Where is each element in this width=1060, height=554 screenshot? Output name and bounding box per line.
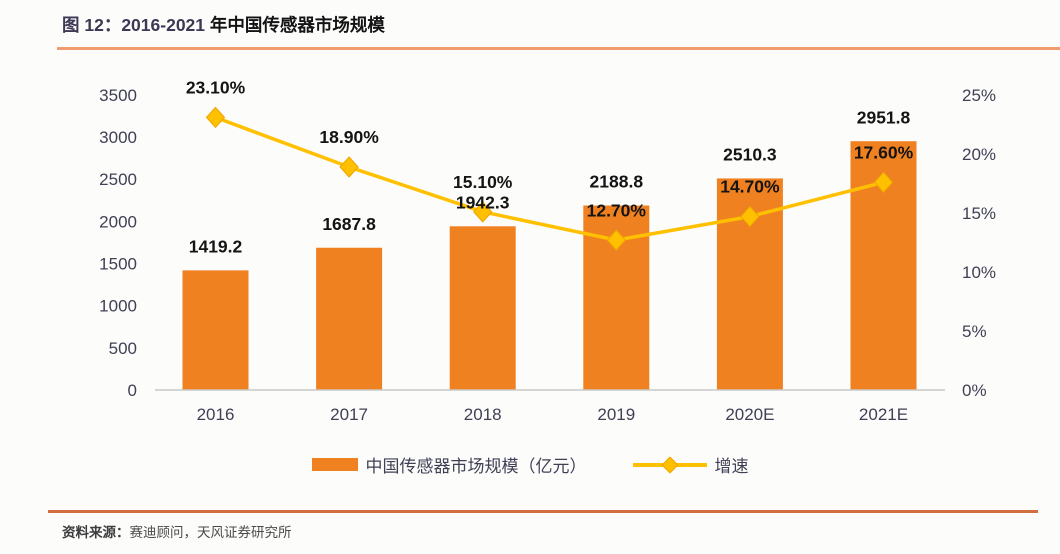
x-axis-label-2016: 2016 <box>197 405 235 424</box>
bar-series-label: 中国传感器市场规模（亿元） <box>365 457 587 476</box>
growth-pct-label-2016: 23.10% <box>186 78 246 98</box>
bar-value-label-2019: 2188.8 <box>590 172 644 192</box>
figure-title-text: 年中国传感器市场规模 <box>209 15 385 35</box>
right-axis-tick-0%: 0% <box>962 381 987 400</box>
title-divider <box>57 47 1060 50</box>
growth-marker-2016 <box>205 106 226 129</box>
legend-item-growth: 增速 <box>632 452 749 477</box>
legend-item-market-size: 中国传感器市场规模（亿元） <box>311 452 587 477</box>
left-axis-tick-3500: 3500 <box>99 86 137 105</box>
growth-marker-2019 <box>606 229 626 251</box>
bar-value-label-2016: 1419.2 <box>189 237 243 257</box>
growth-pct-label-2021E: 17.60% <box>854 142 914 162</box>
bar-2016 <box>182 270 249 390</box>
growth-line <box>214 115 884 242</box>
left-axis-tick-2500: 2500 <box>99 170 137 189</box>
bar-value-label-2017: 1687.8 <box>322 214 376 234</box>
left-axis-tick-3000: 3000 <box>99 128 137 147</box>
growth-marker-2021E <box>873 171 894 194</box>
line-series-label: 增速 <box>714 457 749 476</box>
growth-pct-label-2019: 12.70% <box>587 200 647 220</box>
growth-marker-2017 <box>339 156 359 178</box>
left-axis-tick-500: 500 <box>109 339 137 358</box>
footer-divider <box>48 510 1038 513</box>
bar-series-swatch <box>311 458 358 471</box>
source-text: 赛迪顾问，天风证券研究所 <box>129 525 292 540</box>
source-note: 资料来源：赛迪顾问，天风证券研究所 <box>62 521 292 541</box>
right-axis-tick-20%: 20% <box>962 145 996 164</box>
left-axis-tick-2000: 2000 <box>99 212 137 231</box>
bar-value-label-2020E: 2510.3 <box>723 145 777 165</box>
growth-marker-2020E <box>740 205 760 228</box>
x-axis-label-2018: 2018 <box>464 405 502 424</box>
bar-value-label-2021E: 2951.8 <box>857 107 911 127</box>
right-axis-tick-5%: 5% <box>962 322 987 341</box>
bar-2017 <box>316 247 383 390</box>
figure-number: 图 12：2016-2021 <box>62 15 210 35</box>
chart-legend: 中国传感器市场规模（亿元） 增速 <box>0 452 1060 477</box>
growth-pct-label-2017: 18.90% <box>319 127 379 147</box>
left-axis-tick-1000: 1000 <box>99 297 137 316</box>
left-axis-tick-0: 0 <box>128 381 137 400</box>
growth-pct-label-2018: 15.10% <box>453 172 513 192</box>
source-label: 资料来源： <box>62 525 130 540</box>
bar-2018 <box>449 226 516 390</box>
x-axis-label-2021E: 2021E <box>859 405 908 424</box>
bar-value-label-2018: 1942.3 <box>456 192 510 212</box>
x-axis-label-2020E: 2020E <box>725 405 774 424</box>
x-axis-label-2019: 2019 <box>597 405 635 424</box>
x-axis-label-2017: 2017 <box>330 405 368 424</box>
right-axis-tick-15%: 15% <box>962 204 996 223</box>
figure-title: 图 12：2016-2021 年中国传感器市场规模 <box>62 13 385 37</box>
diamond-marker-icon <box>661 456 678 473</box>
right-axis-tick-25%: 25% <box>962 86 996 105</box>
right-axis-tick-10%: 10% <box>962 263 996 282</box>
left-axis-tick-1500: 1500 <box>99 255 137 274</box>
line-series-swatch <box>632 456 707 473</box>
growth-pct-label-2020E: 14.70% <box>720 177 780 197</box>
growth-marker-2018 <box>473 201 493 223</box>
